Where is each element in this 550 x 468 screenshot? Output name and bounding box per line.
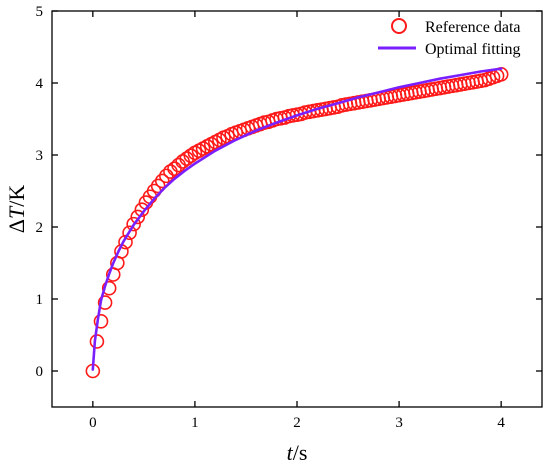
data-point: [150, 178, 166, 194]
data-point: [89, 334, 105, 349]
legend-label-fitting: Optimal fitting: [425, 41, 521, 58]
data-point: [101, 280, 117, 296]
data-point: [159, 168, 174, 184]
ticks: [52, 10, 542, 407]
x-axis-title-variable: t: [287, 440, 294, 465]
data-point: [130, 209, 146, 225]
legend-marker-reference: [391, 18, 407, 34]
y-axis-title-variable: T: [4, 205, 29, 219]
x-axis-title-unit: /s: [293, 440, 308, 465]
data-point: [126, 216, 141, 232]
y-tick-label: 1: [36, 292, 44, 308]
y-tick-label: 3: [36, 148, 44, 164]
x-tick-label: 1: [191, 415, 199, 431]
y-tick-label: 4: [36, 76, 44, 92]
y-axis-title: ΔT/K: [4, 185, 29, 234]
data-point: [118, 234, 133, 250]
x-tick-label: 0: [89, 415, 97, 431]
tick-labels: 0 1 2 3 4 0 1 2 3 4 5: [36, 4, 506, 431]
x-tick-label: 2: [293, 415, 301, 431]
series-optimal-fitting-line: [91, 67, 503, 371]
data-point: [183, 148, 199, 164]
series-layer: [85, 67, 509, 379]
data-point: [154, 173, 170, 189]
plot-frame: [51, 10, 543, 408]
y-axis-title-unit: /K: [4, 185, 29, 207]
data-point: [93, 314, 109, 329]
x-tick-label: 4: [497, 415, 505, 431]
y-tick-label: 5: [36, 4, 44, 20]
legend-label-reference: Reference data: [425, 19, 520, 36]
x-tick-label: 3: [395, 415, 403, 431]
y-tick-label: 2: [36, 220, 44, 236]
data-point: [97, 295, 113, 310]
data-point: [122, 225, 137, 241]
data-point: [171, 157, 186, 173]
legend: Reference data Optimal fitting: [378, 18, 521, 58]
x-axis-title: t/s: [287, 440, 308, 465]
data-point: [167, 161, 182, 176]
data-point: [134, 202, 150, 218]
y-axis-title-delta: Δ: [4, 219, 29, 233]
y-tick-label: 0: [36, 364, 44, 380]
